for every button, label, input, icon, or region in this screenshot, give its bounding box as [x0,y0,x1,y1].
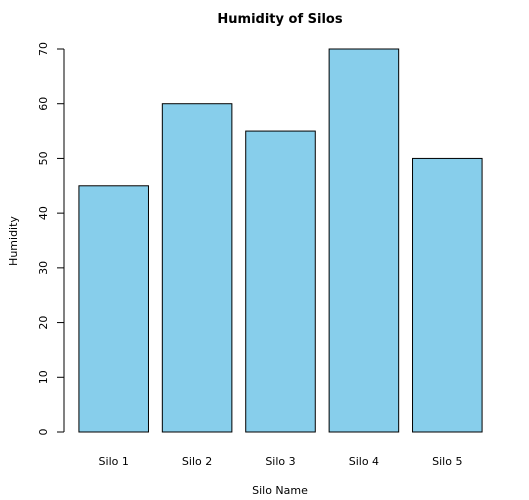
y-tick-label: 30 [37,261,50,275]
bar [328,48,400,433]
chart-title: Humidity of Silos [217,12,342,27]
x-tick-label: Silo 1 [99,455,129,468]
y-tick-label: 60 [37,97,50,111]
x-tick-label: Silo 2 [182,455,212,468]
y-tick-label: 20 [37,316,50,330]
y-tick-label: 70 [37,42,50,56]
bar [78,185,149,433]
y-axis: 0 10 20 30 40 50 60 70 [37,42,65,436]
x-tick-label: Silo 3 [265,455,295,468]
y-tick-label: 50 [37,151,50,165]
bar [245,130,316,433]
x-axis-label: Silo Name [252,484,308,497]
x-tick-labels: Silo 1 Silo 2 Silo 3 Silo 4 Silo 5 [99,455,463,468]
bar [161,103,233,433]
bar [412,157,483,433]
x-tick-label: Silo 5 [432,455,462,468]
x-tick-label: Silo 4 [349,455,379,468]
bars-group [78,48,483,433]
y-tick-label: 10 [37,370,50,384]
y-tick-label: 40 [37,206,50,220]
y-tick-label: 0 [37,429,50,436]
y-axis-label: Humidity [7,216,20,266]
